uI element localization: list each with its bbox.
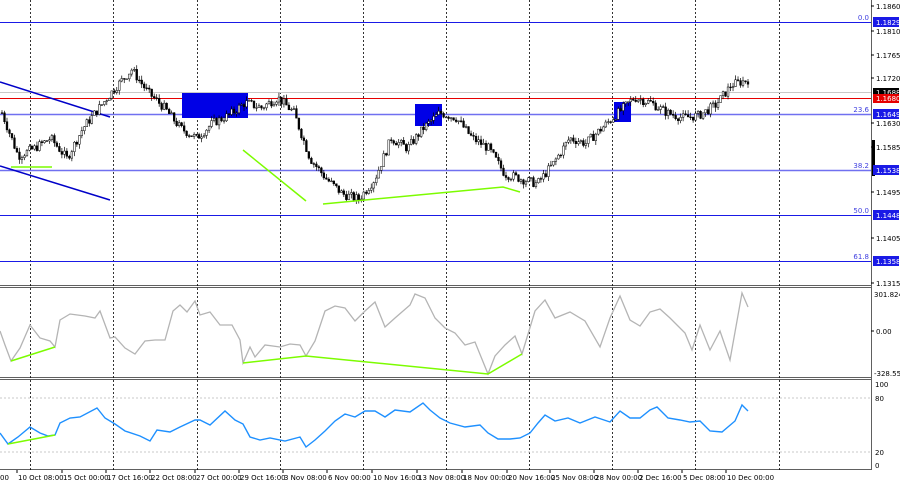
svg-text:22 Oct 08:00: 22 Oct 08:00 <box>151 474 197 482</box>
vertical-grid <box>30 0 780 470</box>
svg-text:1.1829: 1.1829 <box>876 19 900 27</box>
svg-text:1.1860: 1.1860 <box>876 3 900 11</box>
svg-text:1.1680: 1.1680 <box>876 95 900 103</box>
svg-text:100: 100 <box>875 381 888 389</box>
svg-text:2 Dec 16:00: 2 Dec 16:00 <box>639 474 682 482</box>
fib-lines <box>0 22 871 262</box>
divergence-lines-cci <box>10 346 523 375</box>
svg-text:1.1315: 1.1315 <box>876 280 900 288</box>
svg-text:6 Nov 00:00: 6 Nov 00:00 <box>328 474 371 482</box>
svg-text:23.6: 23.6 <box>853 106 869 114</box>
svg-text:28 Nov 00:00: 28 Nov 00:00 <box>595 474 642 482</box>
svg-text:1.1358: 1.1358 <box>876 258 900 266</box>
svg-text:20: 20 <box>875 449 884 457</box>
svg-text:10 Dec 00:00: 10 Dec 00:00 <box>727 474 774 482</box>
cci-axis: 301.8242 0.00 -328.551 <box>871 291 900 378</box>
svg-text:13 Nov 08:00: 13 Nov 08:00 <box>418 474 465 482</box>
svg-text:00: 00 <box>0 474 9 482</box>
svg-text:0.00: 0.00 <box>876 328 892 336</box>
svg-text:25 Nov 08:00: 25 Nov 08:00 <box>551 474 598 482</box>
svg-text:1.1630: 1.1630 <box>876 120 900 128</box>
svg-text:1.1688: 1.1688 <box>876 89 900 97</box>
price-axis: 1.1860 1.1810 1.1765 1.1720 1.1630 1.158… <box>871 3 900 288</box>
svg-text:38.2: 38.2 <box>853 162 869 170</box>
svg-text:1.1720: 1.1720 <box>876 75 900 83</box>
svg-text:10 Oct 08:00: 10 Oct 08:00 <box>18 474 64 482</box>
svg-text:1.1495: 1.1495 <box>876 189 900 197</box>
svg-text:27 Oct 00:00: 27 Oct 00:00 <box>196 474 242 482</box>
svg-text:1.1538: 1.1538 <box>876 167 900 175</box>
svg-text:80: 80 <box>875 395 884 403</box>
svg-text:1.1405: 1.1405 <box>876 235 900 243</box>
descending-channel <box>0 81 111 201</box>
cci-line <box>0 290 749 376</box>
svg-text:10 Nov 16:00: 10 Nov 16:00 <box>373 474 420 482</box>
oscillator-axis: 100 80 20 0 <box>875 381 888 470</box>
svg-text:20 Nov 16:00: 20 Nov 16:00 <box>508 474 555 482</box>
divergence-line-osc <box>7 434 56 445</box>
svg-text:-328.551: -328.551 <box>874 370 900 378</box>
oscillator-line <box>0 402 749 449</box>
svg-text:0.0: 0.0 <box>858 14 869 22</box>
svg-text:1.1649: 1.1649 <box>876 111 900 119</box>
svg-text:29 Oct 16:00: 29 Oct 16:00 <box>240 474 286 482</box>
svg-text:301.8242: 301.8242 <box>874 291 900 299</box>
svg-text:61.8: 61.8 <box>853 253 869 261</box>
svg-text:0: 0 <box>875 462 879 470</box>
svg-text:50.0: 50.0 <box>853 207 869 215</box>
fib-labels: 0.0 23.6 38.2 50.0 61.8 <box>853 14 869 261</box>
resistance-zones <box>182 93 631 126</box>
svg-text:1.1810: 1.1810 <box>876 28 900 36</box>
svg-text:1.1448: 1.1448 <box>876 212 900 220</box>
svg-text:1.1585: 1.1585 <box>876 144 900 152</box>
svg-text:18 Nov 00:00: 18 Nov 00:00 <box>463 474 510 482</box>
svg-text:5 Dec 08:00: 5 Dec 08:00 <box>683 474 726 482</box>
svg-text:3 Nov 08:00: 3 Nov 08:00 <box>284 474 327 482</box>
price-candles <box>0 65 750 205</box>
divergence-lines-main <box>11 149 521 205</box>
osc-levels <box>0 397 871 453</box>
svg-text:15 Oct 00:00: 15 Oct 00:00 <box>63 474 109 482</box>
svg-text:17 Oct 16:00: 17 Oct 16:00 <box>107 474 153 482</box>
svg-text:1.1765: 1.1765 <box>876 52 900 60</box>
